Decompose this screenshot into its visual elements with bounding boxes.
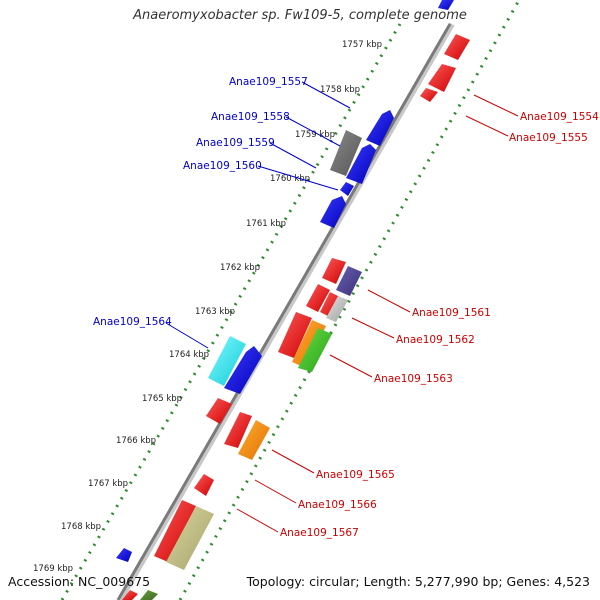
gene-feature-top-blue[interactable] (438, 0, 454, 10)
gene-label-anae109-1565[interactable]: Anae109_1565 (316, 469, 395, 481)
gene-feature-anae109-1555-b[interactable] (420, 88, 438, 102)
reverse-genes (122, 34, 470, 600)
gene-feature-anae109-1561-red[interactable] (322, 258, 346, 284)
leader-line-anae109-1566 (254, 479, 297, 504)
inner-tick-track (60, 23, 402, 600)
gene-feature-anae109-1554[interactable] (444, 34, 470, 60)
gene-feature-anae109-1567-khaki[interactable] (166, 506, 214, 570)
gene-feature-anae109-1560-a[interactable] (340, 182, 354, 196)
forward-genes (116, 0, 454, 562)
gene-label-anae109-1557[interactable]: Anae109_1557 (229, 76, 308, 88)
genome-summary-text: Topology: circular; Length: 5,277,990 bp… (246, 574, 590, 589)
gene-feature-anae109-1563-red[interactable] (278, 312, 312, 358)
gene-label-anae109-1564[interactable]: Anae109_1564 (93, 316, 172, 328)
tick-label-1760: 1760 kbp (270, 174, 310, 184)
tick-label-1765: 1765 kbp (142, 394, 182, 404)
outer-tick-track (178, 1, 520, 600)
gene-feature-anae109-1561-slate[interactable] (336, 266, 362, 296)
tick-label-1764: 1764 kbp (169, 350, 209, 360)
leader-line-anae109-1561 (367, 289, 411, 313)
leader-line-anae109-1559 (269, 142, 317, 169)
gene-feature-anae109-1564-blue[interactable] (224, 346, 262, 394)
gene-feature-anae109-1559[interactable] (346, 144, 376, 184)
leader-line-anae109-1565 (271, 449, 315, 474)
gene-label-anae109-1558[interactable]: Anae109_1558 (211, 111, 290, 123)
gene-feature-anae109-1555-a[interactable] (428, 64, 456, 92)
leader-line-anae109-1563 (329, 354, 373, 378)
gene-feature-anae109-1565-orange[interactable] (238, 420, 270, 460)
gene-feature-anae109-1566[interactable] (194, 474, 214, 496)
tick-label-1757: 1757 kbp (342, 40, 382, 50)
tick-label-1761: 1761 kbp (246, 219, 286, 229)
map-title: Anaeromyxobacter sp. Fw109-5, complete g… (133, 8, 467, 23)
leader-line-anae109-1560 (257, 165, 339, 191)
leader-line-anae109-1564 (165, 322, 209, 349)
gene-feature-anae109-1563-green[interactable] (298, 328, 332, 372)
forward-gene-labels: Anae109_1557 Anae109_1558 Anae109_1559 A… (93, 76, 351, 349)
gene-feature-anae109-1565-red-a[interactable] (206, 398, 232, 424)
genome-backbone-shadow (117, 22, 455, 600)
gene-feature-anae109-1564-cyan[interactable] (208, 336, 246, 386)
gene-feature-anae109-1562-red[interactable] (306, 284, 330, 312)
tick-label-1759: 1759 kbp (295, 130, 335, 140)
gene-feature-anae109-1562-silver[interactable] (326, 296, 348, 322)
tick-label-1766: 1766 kbp (116, 436, 156, 446)
gene-label-anae109-1555[interactable]: Anae109_1555 (509, 132, 588, 144)
gene-feature-anae109-1567-red[interactable] (154, 500, 196, 562)
gene-label-anae109-1567[interactable]: Anae109_1567 (280, 527, 359, 539)
gene-label-anae109-1562[interactable]: Anae109_1562 (396, 334, 475, 346)
gene-label-anae109-1560[interactable]: Anae109_1560 (183, 160, 262, 172)
gene-feature-anae109-1565-red-b[interactable] (224, 412, 252, 448)
gene-feature-bottom-red[interactable] (122, 590, 138, 600)
leader-line-anae109-1558 (285, 116, 341, 147)
tick-labels: 1757 kbp 1758 kbp 1759 kbp 1760 kbp 1761… (33, 40, 382, 574)
genome-backbone (116, 23, 452, 600)
gene-label-anae109-1559[interactable]: Anae109_1559 (196, 137, 275, 149)
gene-label-anae109-1566[interactable]: Anae109_1566 (298, 499, 377, 511)
gene-feature-anae109-1558[interactable] (330, 130, 362, 176)
gene-feature-bottom-olive[interactable] (140, 590, 158, 600)
gene-label-anae109-1554[interactable]: Anae109_1554 (520, 111, 599, 123)
gene-feature-anae109-1562-red-2[interactable] (320, 292, 342, 318)
tick-label-1758: 1758 kbp (320, 85, 360, 95)
leader-line-anae109-1557 (301, 81, 351, 109)
leader-line-anae109-1567 (236, 508, 279, 533)
tick-label-1769: 1769 kbp (33, 564, 73, 574)
tick-label-1767: 1767 kbp (88, 479, 128, 489)
gene-label-anae109-1561[interactable]: Anae109_1561 (412, 307, 491, 319)
leader-line-anae109-1562 (351, 317, 395, 339)
accession-text: Accession: NC_009675 (8, 574, 151, 589)
tick-label-1768: 1768 kbp (61, 522, 101, 532)
tick-label-1762: 1762 kbp (220, 263, 260, 273)
gene-feature-anae109-1557[interactable] (366, 110, 394, 146)
reverse-gene-labels: Anae109_1554 Anae109_1555 Anae109_1561 A… (236, 94, 599, 539)
tick-label-1763: 1763 kbp (195, 307, 235, 317)
gene-label-anae109-1563[interactable]: Anae109_1563 (374, 373, 453, 385)
gene-feature-small-blue[interactable] (116, 548, 132, 562)
leader-line-anae109-1555 (465, 115, 509, 137)
leader-line-anae109-1554 (473, 94, 519, 117)
gene-feature-anae109-1560-b[interactable] (320, 196, 346, 228)
